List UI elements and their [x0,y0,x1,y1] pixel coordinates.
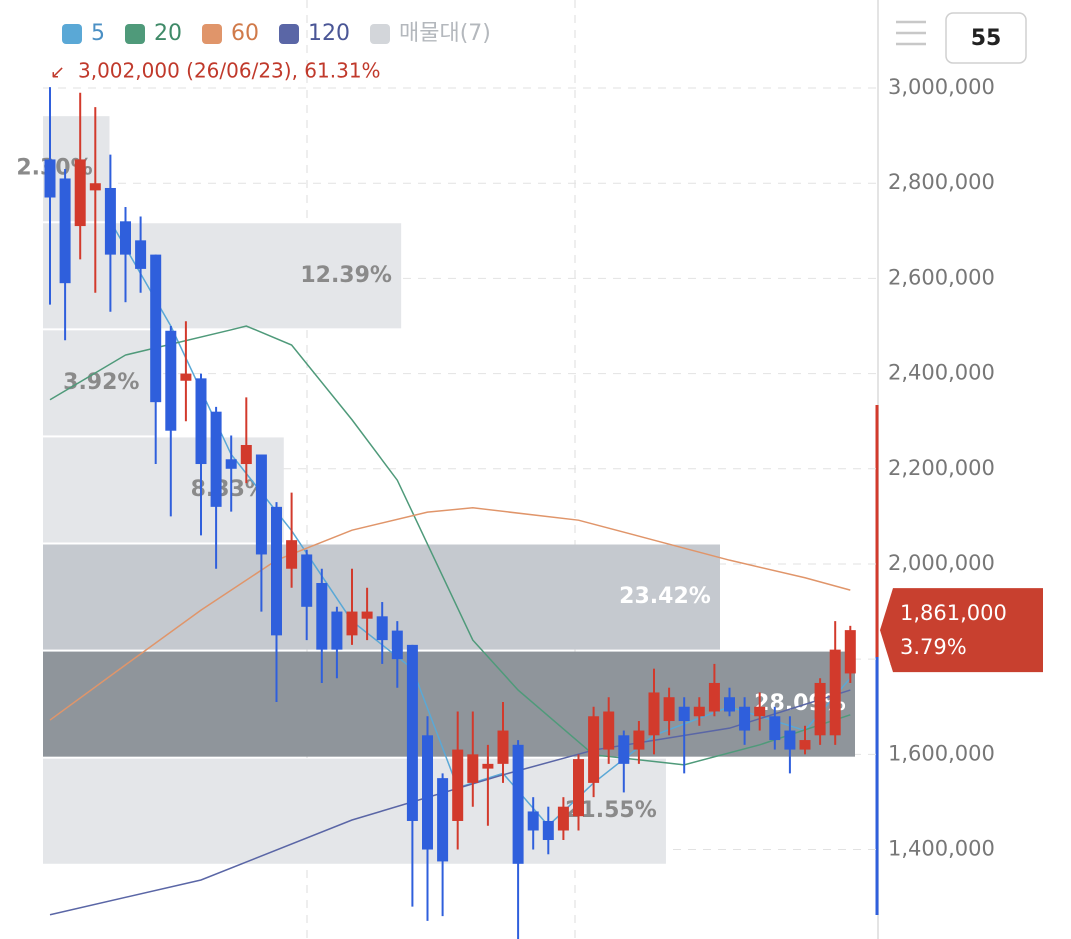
candle-body [74,159,86,227]
candle-body [180,373,192,381]
candle-body [225,459,237,469]
legend-swatch [125,24,145,44]
y-tick-label: 2,200,000 [888,456,995,480]
y-tick-label: 1,400,000 [888,837,995,861]
candle-body [467,754,479,783]
candle-body [59,178,71,284]
candle-body [527,811,539,831]
legend-label: 20 [154,21,182,46]
legend-label: 매물대(7) [399,21,491,46]
legend-swatch [62,24,82,44]
y-tick-label: 2,400,000 [888,361,995,385]
candle-body [301,554,313,607]
candle-body [255,454,267,555]
legend-swatch [279,24,299,44]
candle-body [542,820,554,841]
volume-band-label: 12.39% [300,263,392,288]
moving-average-line [49,507,851,721]
candle-body [648,692,660,736]
candle-body [44,159,56,198]
candle-body [271,506,282,636]
candle-body [286,540,298,569]
candle-body [618,735,630,764]
max-marker: ↙ [50,62,65,83]
volume-band-label: 3.92% [63,370,139,395]
candle-body [150,254,162,403]
candle-body [210,411,222,507]
y-tick-label: 2,000,000 [888,551,995,575]
candle-body [104,187,116,255]
price-box [880,588,1043,673]
candle-body [361,611,373,619]
candle-body [829,649,841,736]
candle-body [784,730,796,750]
candle-body [376,616,388,641]
candle-body [708,682,720,712]
candle-body [406,644,418,821]
candle-body [844,630,856,674]
y-tick-label: 1,600,000 [888,741,995,765]
candle-body [240,444,252,465]
candle-body [754,706,766,717]
candle-body [663,697,675,722]
candle-body [120,221,131,255]
moving-average-line [109,220,851,827]
candle-body [482,763,494,769]
last-price-label: 1,861,000 [900,601,1007,625]
candle-body [346,611,358,636]
candle-body [391,630,403,660]
volume-band [43,223,402,329]
period-button-label: 55 [971,26,1002,51]
candle-body [633,730,645,750]
legend-label: 5 [91,21,105,46]
candle-body [89,183,101,191]
y-tick-label: 3,000,000 [888,75,995,99]
candle-body [739,706,751,731]
candle-body [316,583,328,650]
candle-body [573,759,584,817]
candle-body [497,730,509,764]
candle-body [165,330,177,431]
candle-body [331,611,343,650]
max-annotation: 3,002,000 (26/06/23), 61.31% [78,59,381,83]
legend-swatch [202,24,222,44]
candle-body [452,749,464,821]
candle-body [422,735,433,850]
candle-body [693,706,705,717]
candle-body [437,778,449,862]
y-tick-label: 2,600,000 [888,265,995,289]
candle-body [678,706,690,722]
candle-body [603,711,615,750]
candle-body [814,682,826,736]
candle-body [588,716,600,783]
menu-icon[interactable] [896,20,926,46]
period-button[interactable] [945,12,1027,64]
candle-body [512,744,524,864]
candle-body [557,806,569,831]
candle-body [135,240,147,269]
legend-label: 60 [231,21,259,46]
y-tick-label: 2,800,000 [888,170,995,194]
legend-swatch [370,24,390,44]
volume-band [43,330,157,436]
candle-body [195,378,207,465]
volume-band-label: 8.33% [191,477,267,502]
candle-body [769,716,781,741]
change-label: 3.79% [900,635,967,659]
legend-label: 120 [308,21,350,46]
candle-body [724,697,735,712]
candle-body [799,740,811,750]
volume-band-label: 23.42% [619,584,711,609]
